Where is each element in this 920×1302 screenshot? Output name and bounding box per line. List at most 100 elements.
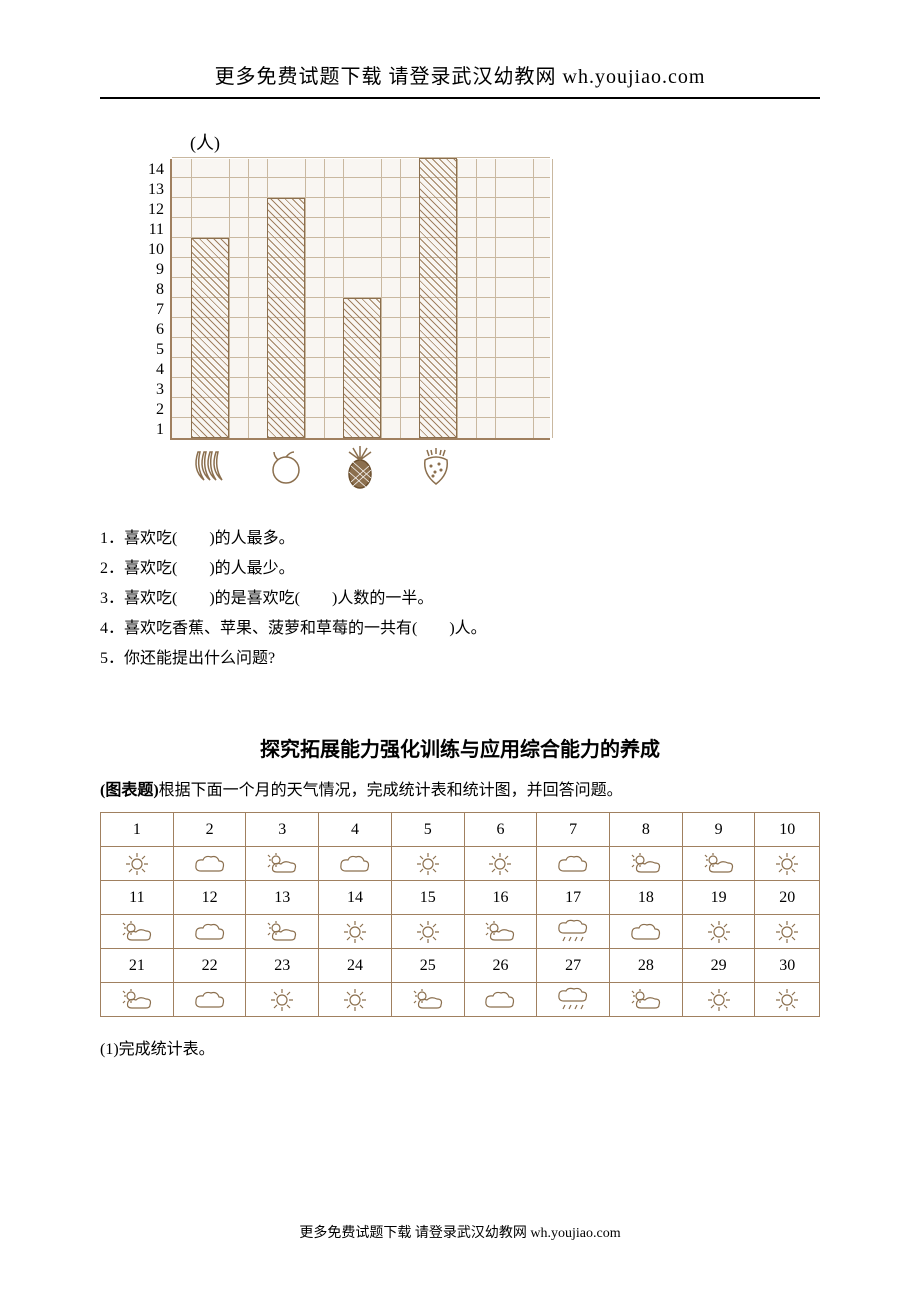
weather-cloud-icon xyxy=(173,983,246,1017)
bar-apple xyxy=(267,198,305,438)
y-tick: 8 xyxy=(140,280,164,300)
weather-partly-icon xyxy=(682,847,755,881)
weather-intro: (图表题)根据下面一个月的天气情况，完成统计表和统计图，并回答问题。 xyxy=(100,776,820,800)
day-number: 27 xyxy=(537,949,610,983)
weather-calendar-table: 1234567891011121314151617181920212223242… xyxy=(100,812,820,1017)
question-3: 3．喜欢吃( )的是喜欢吃( )人数的一半。 xyxy=(100,585,820,613)
y-tick: 12 xyxy=(140,200,164,220)
y-tick: 11 xyxy=(140,220,164,240)
bar-banana xyxy=(191,238,229,438)
y-tick: 6 xyxy=(140,320,164,340)
day-number: 13 xyxy=(246,881,319,915)
weather-partly-icon xyxy=(610,983,683,1017)
y-tick: 1 xyxy=(140,420,164,440)
y-tick: 14 xyxy=(140,160,164,180)
day-number: 24 xyxy=(319,949,392,983)
y-tick: 7 xyxy=(140,300,164,320)
y-tick: 9 xyxy=(140,260,164,280)
day-number: 8 xyxy=(610,813,683,847)
day-number: 25 xyxy=(391,949,464,983)
weather-partly-icon xyxy=(101,915,174,949)
question-2: 2．喜欢吃( )的人最少。 xyxy=(100,555,820,583)
y-tick: 3 xyxy=(140,380,164,400)
sub-question-1: (1)完成统计表。 xyxy=(100,1035,820,1059)
weather-cloud-icon xyxy=(173,915,246,949)
apple-icon xyxy=(246,446,322,495)
y-tick: 2 xyxy=(140,400,164,420)
section-2-title: 探究拓展能力强化训练与应用综合能力的养成 xyxy=(100,733,820,762)
strawberry-icon xyxy=(398,446,474,495)
y-axis-ticks: 1234567891011121314 xyxy=(140,160,164,440)
weather-partly-icon xyxy=(391,983,464,1017)
day-number: 16 xyxy=(464,881,537,915)
weather-sun-icon xyxy=(319,915,392,949)
weather-cloud-icon xyxy=(537,847,610,881)
weather-partly-icon xyxy=(246,915,319,949)
day-number: 6 xyxy=(464,813,537,847)
day-number: 11 xyxy=(101,881,174,915)
y-axis-label: (人) xyxy=(190,129,820,155)
weather-sun-icon xyxy=(682,983,755,1017)
weather-sun-icon xyxy=(755,983,820,1017)
question-list: 1．喜欢吃( )的人最多。 2．喜欢吃( )的人最少。 3．喜欢吃( )的是喜欢… xyxy=(100,525,820,673)
weather-cloud-icon xyxy=(464,983,537,1017)
day-number: 28 xyxy=(610,949,683,983)
day-number: 5 xyxy=(391,813,464,847)
question-1: 1．喜欢吃( )的人最多。 xyxy=(100,525,820,553)
y-tick: 5 xyxy=(140,340,164,360)
bar-strawberry xyxy=(419,158,457,438)
day-number: 30 xyxy=(755,949,820,983)
weather-cloud-icon xyxy=(173,847,246,881)
y-tick: 13 xyxy=(140,180,164,200)
day-number: 12 xyxy=(173,881,246,915)
weather-sun-icon xyxy=(391,915,464,949)
weather-partly-icon xyxy=(246,847,319,881)
day-number: 26 xyxy=(464,949,537,983)
weather-partly-icon xyxy=(101,983,174,1017)
day-number: 1 xyxy=(101,813,174,847)
weather-sun-icon xyxy=(755,915,820,949)
day-number: 23 xyxy=(246,949,319,983)
question-5: 5．你还能提出什么问题? xyxy=(100,645,820,673)
day-number: 29 xyxy=(682,949,755,983)
weather-sun-icon xyxy=(246,983,319,1017)
day-number: 22 xyxy=(173,949,246,983)
bar-pineapple xyxy=(343,298,381,438)
day-number: 7 xyxy=(537,813,610,847)
weather-sun-icon xyxy=(391,847,464,881)
page-content: 更多免费试题下载 请登录武汉幼教网 wh.youjiao.com (人) 123… xyxy=(0,0,920,1099)
weather-sun-icon xyxy=(319,983,392,1017)
weather-sun-icon xyxy=(755,847,820,881)
weather-sun-icon xyxy=(682,915,755,949)
day-number: 10 xyxy=(755,813,820,847)
weather-partly-icon xyxy=(464,915,537,949)
day-number: 21 xyxy=(101,949,174,983)
chart-plot-area xyxy=(170,159,550,440)
day-number: 17 xyxy=(537,881,610,915)
day-number: 2 xyxy=(173,813,246,847)
weather-rain-icon xyxy=(537,983,610,1017)
weather-cloud-icon xyxy=(610,915,683,949)
weather-sun-icon xyxy=(464,847,537,881)
day-number: 18 xyxy=(610,881,683,915)
fruit-bar-chart: (人) 1234567891011121314 xyxy=(140,129,820,495)
page-header: 更多免费试题下载 请登录武汉幼教网 wh.youjiao.com xyxy=(100,60,820,99)
question-4: 4．喜欢吃香蕉、苹果、菠萝和草莓的一共有( )人。 xyxy=(100,615,820,643)
day-number: 15 xyxy=(391,881,464,915)
pineapple-icon xyxy=(322,446,398,495)
y-tick: 10 xyxy=(140,240,164,260)
chart-grid: 1234567891011121314 xyxy=(140,159,820,440)
y-tick: 4 xyxy=(140,360,164,380)
weather-rain-icon xyxy=(537,915,610,949)
day-number: 9 xyxy=(682,813,755,847)
day-number: 3 xyxy=(246,813,319,847)
day-number: 4 xyxy=(319,813,392,847)
day-number: 19 xyxy=(682,881,755,915)
day-number: 20 xyxy=(755,881,820,915)
intro-rest: 根据下面一个月的天气情况，完成统计表和统计图，并回答问题。 xyxy=(159,782,623,799)
intro-bold: (图表题) xyxy=(100,782,159,799)
x-axis-icons xyxy=(170,446,820,495)
weather-cloud-icon xyxy=(319,847,392,881)
weather-sun-icon xyxy=(101,847,174,881)
page-footer: 更多免费试题下载 请登录武汉幼教网 wh.youjiao.com xyxy=(0,1222,920,1242)
